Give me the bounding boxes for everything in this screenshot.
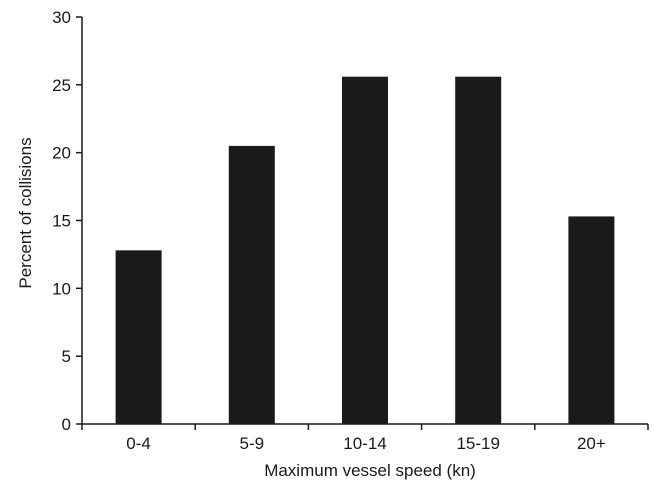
bar-5-9 [228, 145, 275, 424]
y-tick-label-15: 15 [52, 212, 71, 231]
bar-20+ [568, 216, 615, 424]
bar-0-4 [115, 250, 162, 424]
x-tick-label-0-4: 0-4 [126, 434, 151, 453]
bar-10-14 [342, 76, 388, 425]
y-tick-label-30: 30 [52, 8, 71, 27]
x-tick-label-10-14: 10-14 [343, 434, 386, 453]
x-tick-label-15-19: 15-19 [456, 434, 499, 453]
x-tick-label-5-9: 5-9 [240, 434, 265, 453]
x-tick-label-20+: 20+ [577, 434, 606, 453]
y-tick-label-5: 5 [62, 347, 71, 366]
y-tick-label-25: 25 [52, 76, 71, 95]
bar-15-19 [455, 76, 502, 425]
y-tick-label-20: 20 [52, 144, 71, 163]
y-tick-label-0: 0 [62, 415, 71, 434]
x-axis-title: Maximum vessel speed (kn) [264, 461, 476, 480]
plot-area: 0 5 10 15 20 25 30 0-4 5-9 10-14 15-19 20+ [52, 8, 649, 453]
y-axis-title: Percent of collisions [16, 137, 35, 288]
y-tick-label-10: 10 [52, 279, 71, 298]
